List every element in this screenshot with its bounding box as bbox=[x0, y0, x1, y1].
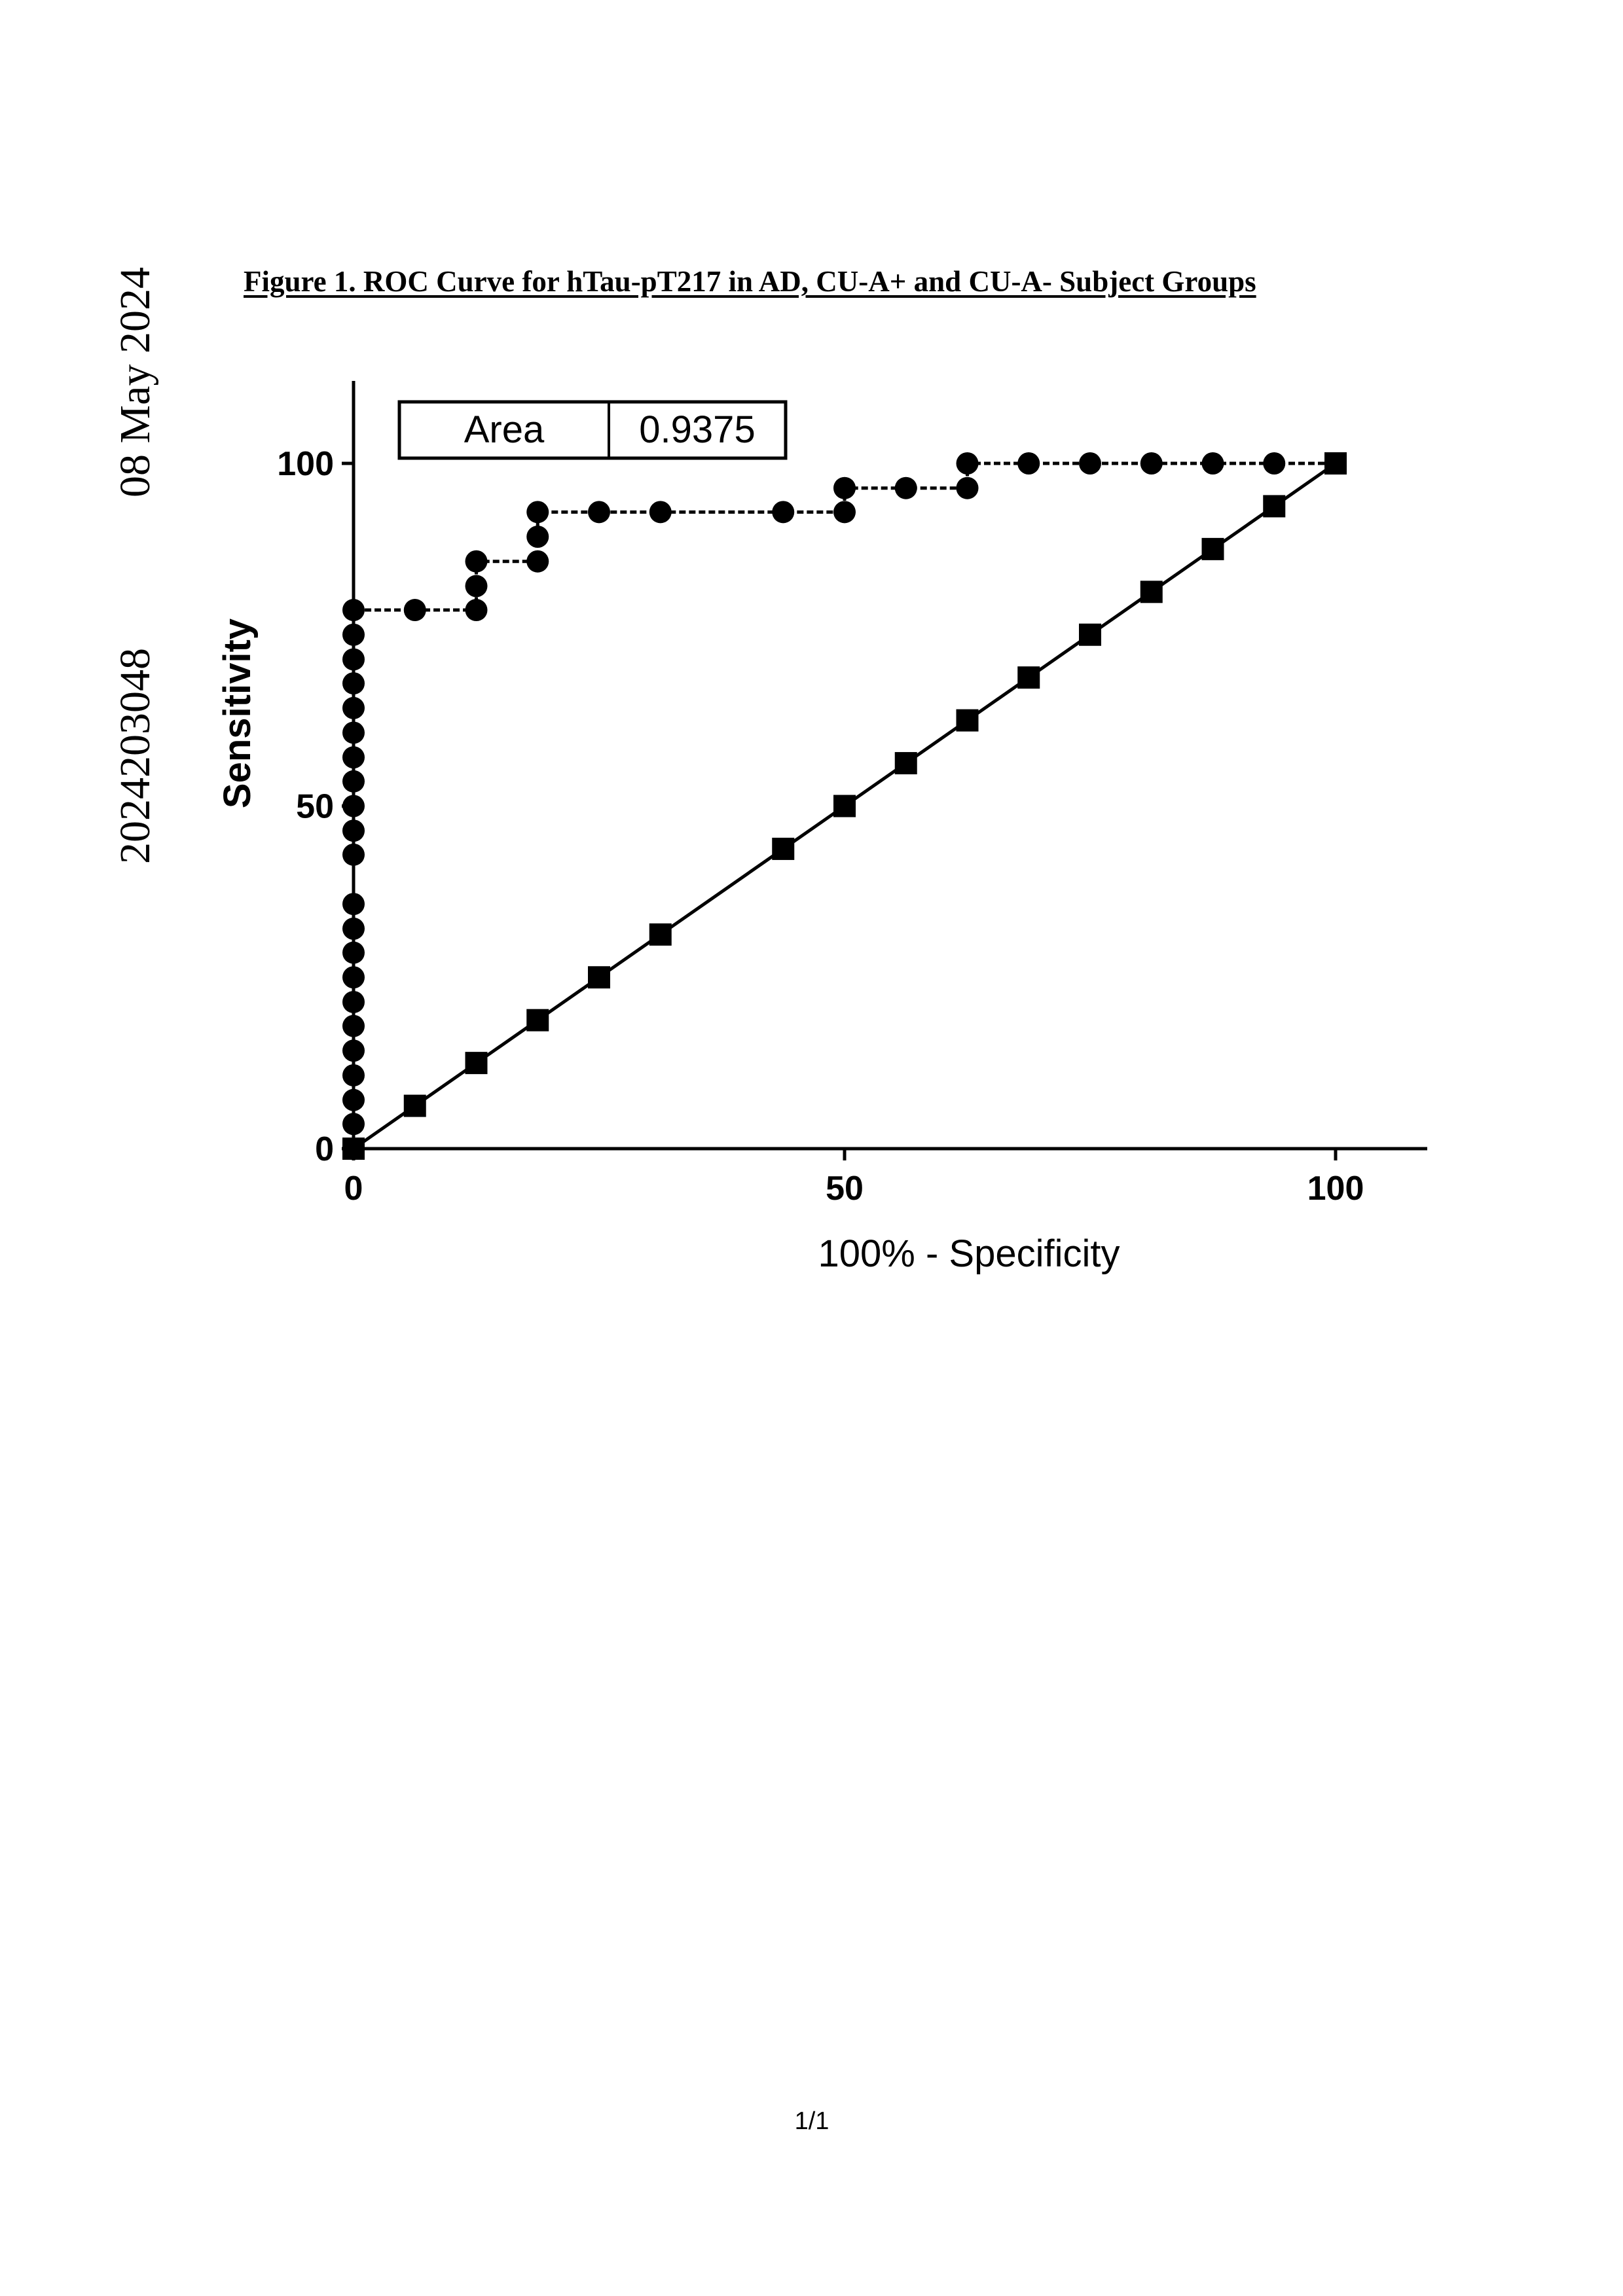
reference-point bbox=[403, 1094, 426, 1117]
roc-point bbox=[342, 795, 365, 817]
roc-point bbox=[1079, 452, 1101, 475]
roc-point bbox=[649, 501, 672, 524]
reference-point bbox=[956, 709, 979, 732]
roc-point bbox=[465, 575, 488, 598]
roc-point bbox=[342, 746, 365, 769]
roc-point bbox=[342, 623, 365, 646]
y-tick-label: 100 bbox=[277, 445, 334, 483]
roc-point bbox=[1140, 452, 1163, 475]
roc-chart: 0 50 100 0 50 100 100% - Specificity Sensitiv… bbox=[216, 381, 1427, 1275]
y-tick-label: 0 bbox=[315, 1130, 334, 1168]
page-number: 1/1 bbox=[794, 2108, 830, 2135]
reference-point bbox=[833, 795, 856, 817]
roc-point bbox=[588, 501, 610, 524]
roc-point bbox=[894, 476, 917, 499]
roc-point bbox=[342, 1014, 365, 1037]
roc-point bbox=[833, 476, 856, 499]
x-axis-label: 100% - Specificity bbox=[818, 1232, 1120, 1275]
reference-point bbox=[588, 966, 610, 989]
x-tick-label: 50 bbox=[826, 1170, 864, 1208]
figure-title: Figure 1. ROC Curve for hTau-pT217 in AD… bbox=[244, 265, 1256, 298]
area-box-frame bbox=[397, 400, 788, 460]
reference-line bbox=[352, 461, 1337, 1151]
reference-point bbox=[1017, 666, 1040, 689]
roc-point bbox=[342, 672, 365, 695]
reference-point bbox=[1079, 623, 1101, 646]
roc-point bbox=[1263, 452, 1286, 475]
roc-point bbox=[772, 501, 795, 524]
roc-point bbox=[342, 696, 365, 719]
roc-point bbox=[342, 648, 365, 671]
side-stamp: 2024203048 08 May 2024 bbox=[111, 79, 164, 864]
reference-point bbox=[772, 837, 795, 860]
reference-point bbox=[526, 1009, 549, 1031]
roc-point bbox=[342, 941, 365, 964]
roc-point bbox=[956, 476, 979, 499]
roc-point bbox=[403, 599, 426, 622]
area-value: 0.9375 bbox=[639, 408, 755, 451]
x-tick-label: 100 bbox=[1307, 1170, 1364, 1208]
roc-point bbox=[526, 550, 549, 573]
reference-point bbox=[1263, 495, 1286, 518]
roc-point bbox=[342, 917, 365, 940]
area-box: Area 0.9375 bbox=[397, 400, 788, 460]
roc-point bbox=[342, 990, 365, 1013]
roc-point bbox=[1201, 452, 1224, 475]
roc-point bbox=[526, 501, 549, 524]
x-tick-label: 0 bbox=[344, 1170, 363, 1208]
reference-point bbox=[1201, 537, 1224, 560]
reference-point bbox=[649, 923, 672, 946]
y-tick-label: 50 bbox=[296, 788, 334, 826]
side-stamp-number: 2024203048 bbox=[111, 648, 159, 864]
roc-point bbox=[342, 843, 365, 866]
roc-point bbox=[1324, 452, 1347, 475]
roc-point bbox=[465, 599, 488, 622]
area-label: Area bbox=[464, 408, 545, 451]
roc-series bbox=[342, 452, 1347, 1160]
roc-point bbox=[465, 550, 488, 573]
reference-point bbox=[894, 752, 917, 775]
roc-point bbox=[342, 1039, 365, 1062]
roc-point bbox=[1017, 452, 1040, 475]
side-stamp-date: 08 May 2024 bbox=[111, 267, 159, 497]
roc-point bbox=[342, 819, 365, 842]
roc-point bbox=[342, 1064, 365, 1086]
roc-point bbox=[342, 1113, 365, 1136]
roc-point bbox=[342, 1138, 365, 1160]
roc-point bbox=[526, 526, 549, 548]
roc-point bbox=[342, 599, 365, 622]
reference-series bbox=[342, 452, 1347, 1160]
roc-point bbox=[342, 1088, 365, 1111]
roc-point bbox=[833, 501, 856, 524]
reference-point bbox=[465, 1052, 488, 1075]
axis-ticks: 0 50 100 0 50 100 bbox=[277, 445, 1364, 1208]
y-axis-label: Sensitivity bbox=[216, 619, 259, 808]
roc-point bbox=[342, 721, 365, 744]
roc-point bbox=[342, 893, 365, 916]
roc-point bbox=[342, 966, 365, 989]
reference-point bbox=[1140, 581, 1163, 603]
roc-point bbox=[956, 452, 979, 475]
roc-point bbox=[342, 770, 365, 793]
